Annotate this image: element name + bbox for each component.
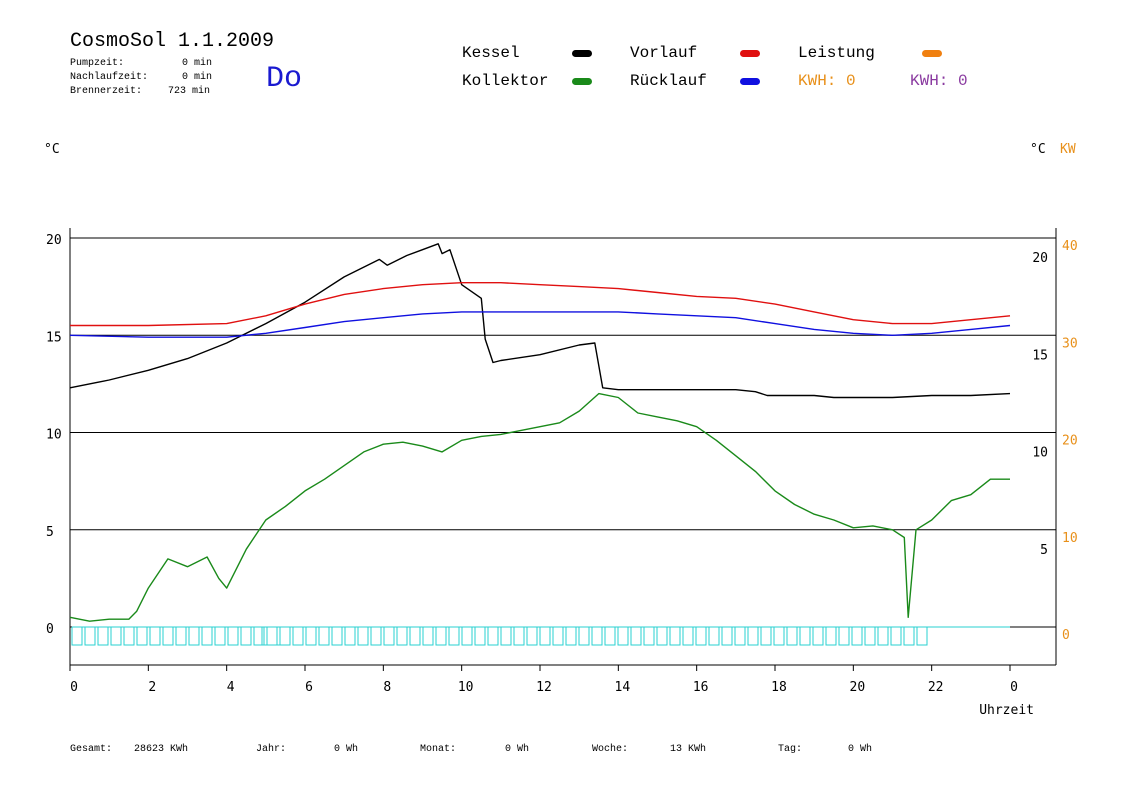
burner-time-value: 723 min	[168, 86, 211, 97]
footer-total-value: 28623 KWh	[134, 744, 189, 755]
right-axis-unit-kw: KW	[1060, 142, 1076, 157]
legend-kessel-swatch	[572, 50, 592, 57]
right-axis-unit-celsius: °C	[1030, 142, 1046, 157]
y-tick-label-right: 10	[1032, 446, 1048, 461]
x-tick-label: 10	[458, 680, 474, 695]
footer-day-label: Tag:	[778, 744, 803, 755]
series-line-kollektor	[69, 392, 1010, 622]
footer-year-value: 0 Wh	[334, 744, 359, 755]
x-tick-label: 0	[1010, 680, 1018, 695]
x-tick-label: 12	[536, 680, 552, 695]
legend-kollektor-swatch	[572, 78, 592, 85]
kwh-orange-label: KWH: 0	[798, 72, 856, 90]
y-tick-label-left: 15	[46, 330, 62, 345]
legend-vorlauf-label: Vorlauf	[630, 44, 698, 62]
y-tick-label-left: 5	[46, 525, 54, 540]
y-tick-label-kw: 0	[1062, 628, 1070, 643]
y-tick-label-right: 5	[1040, 543, 1048, 558]
footer-week-value: 13 KWh	[670, 744, 707, 755]
legend-leistung-swatch	[922, 50, 942, 57]
x-tick-label: 14	[615, 680, 631, 695]
series-line-vorlauf	[70, 282, 1011, 327]
legend-ruecklauf-label: Rücklauf	[630, 72, 707, 90]
x-tick-label: 8	[383, 680, 391, 695]
footer-month-value: 0 Wh	[505, 744, 530, 755]
chart-title: CosmoSol 1.1.2009	[70, 30, 275, 53]
y-tick-label-left: 0	[46, 622, 54, 637]
x-tick-label: 2	[148, 680, 156, 695]
series-line-ruecklauf	[69, 311, 1011, 338]
pump-time-label: Pumpzeit:	[70, 58, 125, 69]
x-tick-label: 6	[305, 680, 313, 695]
footer-month-label: Monat:	[420, 744, 457, 755]
footer-year-label: Jahr:	[256, 744, 287, 755]
y-tick-label-kw: 30	[1062, 336, 1078, 351]
footer-total-label: Gesamt:	[70, 744, 113, 755]
footer-day-value: 0 Wh	[848, 744, 873, 755]
footer-week-label: Woche:	[592, 744, 629, 755]
x-tick-label: 16	[693, 680, 709, 695]
after-run-time-value: 0 min	[182, 72, 213, 83]
x-axis-label: Uhrzeit	[979, 703, 1034, 718]
x-tick-label: 20	[850, 680, 866, 695]
legend-leistung-label: Leistung	[798, 44, 875, 62]
y-tick-label-left: 20	[46, 233, 62, 248]
burner-state-band	[71, 626, 1010, 646]
legend-vorlauf-swatch	[740, 50, 760, 57]
legend-kessel-label: Kessel	[462, 44, 520, 62]
series-line-kessel	[69, 243, 1011, 399]
x-tick-label: 22	[928, 680, 944, 695]
weekday-label: Do	[266, 62, 303, 96]
y-tick-label-kw: 40	[1062, 239, 1078, 254]
y-tick-label-right: 20	[1032, 251, 1048, 266]
kwh-purple-label: KWH: 0	[910, 72, 968, 90]
x-tick-label: 0	[70, 680, 78, 695]
legend-ruecklauf-swatch	[740, 78, 760, 85]
legend-kollektor-label: Kollektor	[462, 72, 549, 90]
y-tick-label-kw: 10	[1062, 531, 1078, 546]
y-tick-label-left: 10	[46, 428, 62, 443]
x-tick-label: 4	[227, 680, 235, 695]
y-tick-label-right: 15	[1032, 348, 1048, 363]
burner-time-label: Brennerzeit:	[70, 86, 143, 97]
left-axis-unit: °C	[44, 142, 60, 157]
y-tick-label-kw: 20	[1062, 434, 1078, 449]
after-run-time-label: Nachlaufzeit:	[70, 72, 149, 83]
x-tick-label: 18	[771, 680, 787, 695]
pump-time-value: 0 min	[182, 58, 213, 69]
